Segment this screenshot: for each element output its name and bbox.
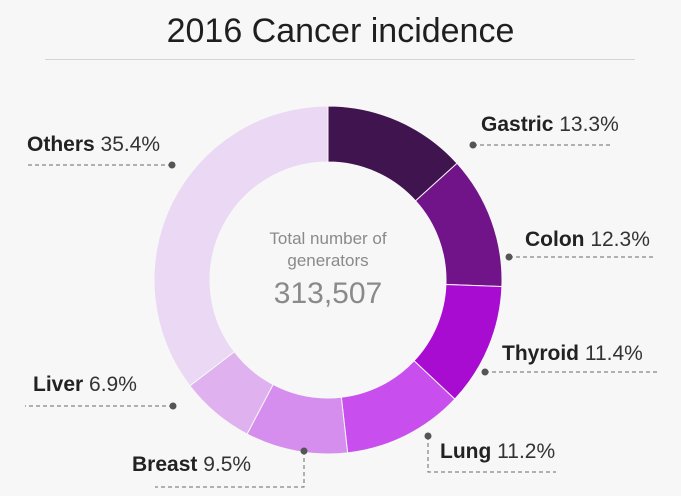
slice-name: Breast — [132, 453, 198, 476]
slice-percent: 9.5% — [197, 453, 252, 476]
center-label-line2: generators — [287, 251, 369, 270]
slice-label-lung: Lung 11.2% — [440, 440, 555, 464]
leader-dot-thyroid — [481, 368, 489, 376]
slice-percent: 35.4% — [94, 133, 161, 156]
slice-label-liver: Liver 6.9% — [33, 373, 137, 397]
slice-label-colon: Colon 12.3% — [525, 228, 650, 252]
slice-percent: 11.4% — [579, 342, 643, 365]
slice-name: Liver — [33, 373, 84, 396]
slice-name: Gastric — [481, 113, 554, 136]
slice-label-gastric: Gastric 13.3% — [481, 113, 619, 137]
slice-percent: 6.9% — [83, 373, 137, 396]
leader-dot-others — [168, 161, 176, 169]
leader-dot-breast — [300, 447, 308, 455]
center-label-line1: Total number of — [269, 229, 387, 248]
leader-line-breast — [155, 451, 305, 488]
slice-label-thyroid: Thyroid 11.4% — [502, 342, 643, 366]
slice-name: Colon — [525, 228, 585, 251]
slice-name: Thyroid — [502, 342, 579, 365]
center-total: 313,507 — [273, 277, 383, 310]
leader-dot-gastric — [469, 141, 477, 149]
slice-percent: 12.3% — [584, 228, 650, 251]
slice-name: Others — [27, 133, 95, 156]
slice-others — [153, 105, 329, 387]
title-divider — [45, 59, 635, 60]
slice-percent: 13.3% — [553, 113, 619, 136]
leader-line-lung — [427, 436, 556, 473]
chart-title: 2016 Cancer incidence — [166, 12, 515, 50]
slice-label-others: Others 35.4% — [27, 133, 160, 157]
slice-name: Lung — [440, 440, 492, 463]
center-summary: Total number of generators 313,507 — [228, 228, 428, 314]
leader-dot-liver — [169, 402, 177, 410]
slice-percent: 11.2% — [491, 440, 556, 463]
leader-dot-colon — [505, 253, 513, 261]
slice-label-breast: Breast 9.5% — [132, 453, 251, 477]
leader-dot-lung — [424, 432, 432, 440]
